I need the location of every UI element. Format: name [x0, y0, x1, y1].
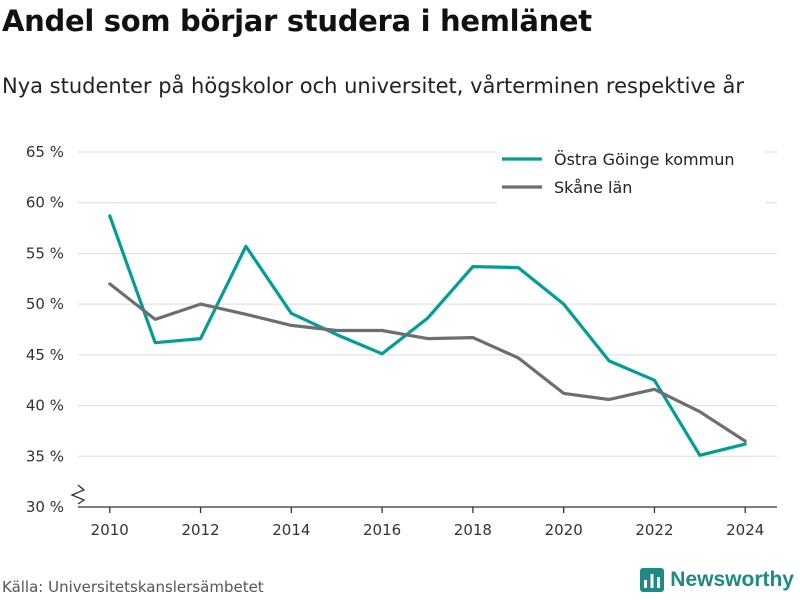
- series-lines: [108, 214, 747, 457]
- line-chart: 30 %35 %40 %45 %50 %55 %60 %65 % 2010 201…: [26, 142, 777, 539]
- x-tick-label: 2012: [181, 521, 219, 539]
- x-tick-label: 2024: [726, 521, 764, 539]
- x-tick-label: 2014: [272, 521, 310, 539]
- y-tick-label: 65 %: [26, 143, 64, 161]
- x-tick-label: 2010: [91, 521, 129, 539]
- legend-box: [497, 142, 765, 204]
- y-tick-label: 60 %: [26, 194, 64, 212]
- x-tick-label: 2022: [635, 521, 673, 539]
- series-line: [108, 214, 747, 457]
- newsworthy-logo-icon: [640, 568, 665, 592]
- brand-logo: Newsworthy: [640, 568, 794, 592]
- source-note: Källa: Universitetskanslersämbetet: [2, 578, 264, 596]
- legend: Östra Göinge kommun Skåne län: [497, 142, 765, 204]
- y-axis-ticks: 30 % 35 % 40 % 45 % 50 % 55 % 60 % 65 %: [26, 143, 64, 516]
- x-axis: 2010 2012 2014 2016 2018 2020 2022 2024: [70, 484, 777, 539]
- y-tick-label: 35 %: [26, 447, 64, 465]
- chart-title: Andel som börjar studera i hemlänet: [2, 4, 592, 38]
- axis-break-icon: [70, 484, 86, 505]
- legend-label: Skåne län: [554, 178, 632, 197]
- y-tick-label: 50 %: [26, 295, 64, 313]
- legend-label: Östra Göinge kommun: [554, 150, 734, 169]
- chart-subtitle: Nya studenter på högskolor och universit…: [2, 74, 744, 98]
- x-tick-label: 2016: [363, 521, 401, 539]
- y-tick-label: 30 %: [26, 498, 64, 516]
- series-line: [108, 282, 747, 443]
- brand-name: Newsworthy: [670, 568, 794, 591]
- y-tick-label: 55 %: [26, 244, 64, 262]
- y-tick-label: 40 %: [26, 397, 64, 415]
- y-tick-label: 45 %: [26, 346, 64, 364]
- x-tick-label: 2018: [454, 521, 492, 539]
- x-tick-label: 2020: [545, 521, 583, 539]
